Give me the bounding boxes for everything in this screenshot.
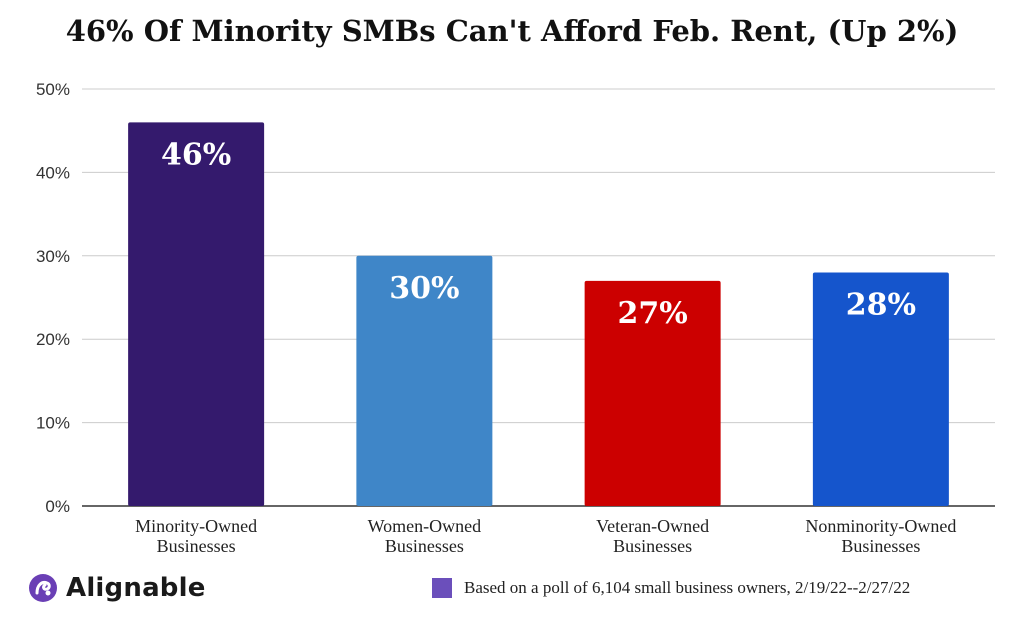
x-tick-label: Veteran-Owned — [596, 516, 709, 536]
bar — [356, 255, 493, 506]
x-axis-ticks: Minority-OwnedBusinessesWomen-OwnedBusin… — [135, 516, 956, 556]
x-tick-label: Businesses — [613, 536, 692, 556]
y-tick-label: 30% — [36, 247, 70, 266]
y-tick-label: 40% — [36, 163, 70, 182]
data-labels: 46% 30% 27% 28% — [161, 137, 916, 330]
data-label: 30% — [389, 271, 459, 306]
alignable-logo-icon — [29, 574, 57, 602]
y-tick-label: 50% — [36, 80, 70, 99]
data-label: 28% — [846, 287, 916, 322]
bars — [128, 122, 949, 507]
legend: Based on a poll of 6,104 small business … — [432, 578, 910, 598]
y-axis-ticks: 0% 10% 20% 30% 40% 50% — [36, 80, 70, 516]
x-tick-label: Minority-Owned — [135, 516, 257, 536]
legend-swatch — [432, 578, 452, 598]
bar — [584, 280, 721, 506]
data-label: 27% — [617, 296, 687, 331]
data-label: 46% — [161, 137, 231, 172]
bar — [812, 272, 949, 506]
x-tick-label: Nonminority-Owned — [805, 516, 956, 536]
y-tick-label: 20% — [36, 330, 70, 349]
y-tick-label: 10% — [36, 414, 70, 433]
chart-title: 46% Of Minority SMBs Can't Afford Feb. R… — [65, 14, 959, 48]
bar — [128, 122, 265, 507]
x-tick-label: Businesses — [157, 536, 236, 556]
x-tick-label: Women-Owned — [368, 516, 482, 536]
x-tick-label: Businesses — [385, 536, 464, 556]
y-tick-label: 0% — [45, 497, 70, 516]
legend-text: Based on a poll of 6,104 small business … — [464, 578, 911, 597]
brand-name: Alignable — [66, 573, 206, 603]
brand-logo: Alignable — [28, 568, 206, 608]
x-tick-label: Businesses — [841, 536, 920, 556]
